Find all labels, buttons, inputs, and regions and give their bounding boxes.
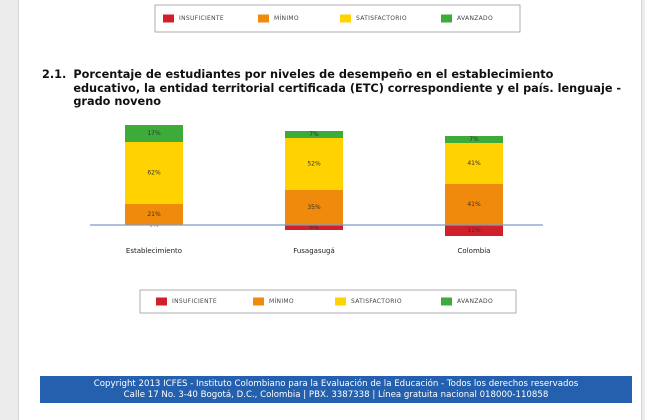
value-label: 21%	[147, 211, 161, 218]
legend-swatch	[258, 14, 269, 23]
footer-line: Copyright 2013 ICFES - Instituto Colombi…	[93, 379, 579, 389]
legend-swatch	[163, 14, 174, 23]
value-label: 41%	[467, 160, 481, 167]
x-category-label: Colombia	[458, 247, 491, 255]
legend-label: INSUFICIENTE	[172, 298, 217, 305]
value-label: 52%	[307, 161, 321, 168]
legend-swatch	[253, 297, 264, 306]
bar-segment	[445, 184, 503, 225]
value-label: 35%	[307, 204, 321, 211]
bar-segment	[125, 125, 183, 142]
x-category-label: Fusagasugá	[293, 247, 335, 255]
footer-line: Calle 17 No. 3-40 Bogotá, D.C., Colombia…	[123, 389, 549, 400]
value-label: 62%	[147, 170, 161, 177]
legend-label: AVANZADO	[457, 15, 493, 22]
value-label: 7%	[469, 136, 479, 143]
legend-label: MÍNIMO	[274, 15, 299, 22]
bar-segment	[285, 225, 343, 230]
legend-label: MÍNIMO	[269, 298, 294, 305]
legend-box	[154, 4, 521, 33]
section-number: 2.1.	[42, 68, 67, 81]
value-label: 11%	[467, 227, 481, 234]
legend-swatch	[156, 297, 167, 306]
legend-box	[139, 289, 517, 314]
bar-segment	[285, 131, 343, 138]
bar-segment	[125, 142, 183, 204]
value-label: 17%	[147, 130, 161, 137]
legend-swatch	[441, 14, 452, 23]
legend-swatch	[441, 297, 452, 306]
chart-title: Porcentaje de estudiantes por niveles de…	[73, 68, 622, 108]
legend-label: INSUFICIENTE	[179, 15, 224, 22]
x-category-label: Establecimiento	[126, 247, 182, 255]
bar-segment	[285, 138, 343, 190]
legend-swatch	[335, 297, 346, 306]
legend-label: SATISFACTORIO	[356, 15, 407, 22]
value-label: 41%	[467, 201, 481, 208]
chart-heading: 2.1. Porcentaje de estudiantes por nivel…	[42, 68, 622, 109]
value-label: 7%	[309, 131, 319, 138]
bar-segment	[285, 190, 343, 225]
legend-label: AVANZADO	[457, 298, 493, 305]
bar-segment	[445, 143, 503, 184]
bar-segment	[445, 225, 503, 236]
bar-segment	[125, 204, 183, 225]
value-label: 5%	[309, 224, 319, 231]
legend-swatch	[340, 14, 351, 23]
bar-segment	[445, 136, 503, 143]
legend-label: SATISFACTORIO	[351, 298, 402, 305]
footer: Copyright 2013 ICFES - Instituto Colombi…	[40, 376, 632, 403]
